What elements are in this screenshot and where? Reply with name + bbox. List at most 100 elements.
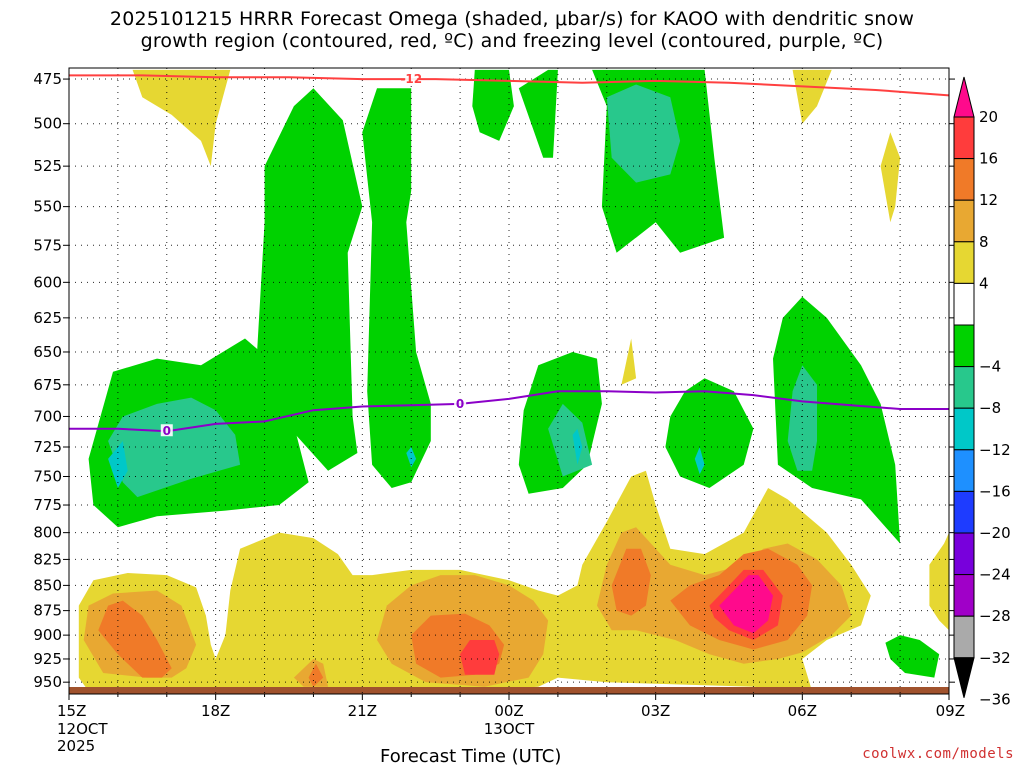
colorbar-bin-12: [953, 574, 975, 617]
omega-region-14: [929, 532, 949, 631]
y-tick-label-750: 750: [33, 467, 62, 485]
credit-text: coolwx.com/models: [862, 746, 1014, 762]
omega-region-16: [108, 397, 241, 498]
omega-region-3: [472, 69, 514, 141]
contour-label-bg-1-0: [160, 424, 173, 437]
omega-region-25: [406, 447, 417, 468]
x-tick-label-18Z: 18Z: [201, 702, 230, 720]
colorbar-label-7: −12: [979, 441, 1011, 459]
omega-region-28: [98, 600, 172, 678]
y-tick-label-925: 925: [33, 650, 62, 668]
contour-label-1-1: 0: [456, 397, 464, 411]
omega-region-8: [773, 296, 901, 544]
colorbar-bin-4: [953, 241, 975, 284]
y-tick-label-900: 900: [33, 626, 62, 644]
omega-shading-layer: [78, 69, 949, 692]
contour-label-0-0: -12: [400, 72, 422, 86]
colorbar-label-1: 16: [979, 150, 998, 168]
omega-region-1: [254, 88, 363, 471]
y-tick-label-475: 475: [33, 70, 62, 88]
colorbar-label-10: −24: [979, 566, 1011, 584]
colorbar-bin-13: [953, 615, 975, 659]
ground-surface-bar: [69, 687, 949, 694]
colorbar-label-11: −28: [979, 607, 1011, 625]
y-tick-label-700: 700: [33, 407, 62, 425]
contour-line-0: [69, 74, 949, 97]
y-tick-label-825: 825: [33, 550, 62, 568]
omega-region-19: [787, 365, 817, 471]
colorbar-bin-3: [953, 199, 975, 243]
y-tick-label-850: 850: [33, 576, 62, 594]
colorbar-bin-7: [953, 366, 975, 409]
omega-region-17: [606, 84, 681, 183]
contour-line-1: [69, 390, 949, 433]
colorbar-label-12: −32: [979, 649, 1011, 667]
colorbar-bin-5: [953, 282, 975, 326]
y-tick-label-800: 800: [33, 524, 62, 542]
omega-region-7: [665, 378, 754, 488]
y-tick-label-650: 650: [33, 343, 62, 361]
x-tick-sublabel-12OCT: 12OCT: [57, 720, 108, 738]
chart-title-line-2: growth region (contoured, red, ºC) and f…: [140, 30, 884, 52]
y-axis: 475 500 525 550 575 600 625 650 675 700 725 750 775 8…: [33, 70, 955, 691]
omega-region-9: [885, 635, 940, 678]
y-tick-label-950: 950: [33, 673, 62, 691]
omega-region-10: [132, 69, 231, 167]
omega-region-2: [362, 88, 431, 488]
y-tick-label-575: 575: [33, 236, 62, 254]
contour-label-bg-1-1: [454, 396, 467, 409]
colorbar-bin-11: [953, 532, 975, 576]
omega-region-26: [572, 428, 583, 465]
chart-title-line-1: 2025101215 HRRR Forecast Omega (shaded, …: [109, 8, 915, 30]
y-tick-label-550: 550: [33, 198, 62, 216]
omega-region-13: [621, 338, 637, 385]
omega-region-4: [518, 69, 558, 158]
y-tick-label-600: 600: [33, 273, 62, 291]
colorbar-bin-8: [953, 407, 975, 451]
gridlines: [69, 68, 949, 694]
colorbar-bin-6: [953, 324, 975, 368]
x-tick-label-15Z: 15Z: [57, 702, 86, 720]
contour-label-bg-0-0: [405, 72, 418, 85]
x-tick-sublabel-13OCT: 13OCT: [484, 720, 535, 738]
colorbar-label-9: −20: [979, 524, 1011, 542]
colorbar-arrow-bottom: [953, 657, 975, 698]
omega-region-29: [308, 663, 324, 687]
colorbar-bin-9: [953, 449, 975, 492]
colorbar-label-8: −16: [979, 482, 1011, 500]
colorbar-bin-2: [953, 158, 975, 201]
omega-region-33: [460, 640, 500, 675]
x-tick-label-21Z: 21Z: [348, 702, 377, 720]
y-tick-label-725: 725: [33, 438, 62, 456]
colorbar-label-6: −8: [979, 399, 1001, 417]
y-tick-label-875: 875: [33, 602, 62, 620]
chart-title: 2025101215 HRRR Forecast Omega (shaded, …: [0, 8, 1024, 52]
y-tick-label-625: 625: [33, 309, 62, 327]
x-tick-label-06Z: 06Z: [788, 702, 817, 720]
x-tick-label-00Z: 00Z: [494, 702, 523, 720]
omega-region-27: [694, 447, 705, 475]
omega-region-18: [548, 403, 593, 477]
x-tick-label-09Z: 09Z: [936, 702, 965, 720]
colorbar-bin-1: [953, 116, 975, 160]
colorbar: 20 16 12 8 4 −4 −8 −12 −16 −20 −24 −28 −32 −36: [953, 76, 1011, 708]
colorbar-label-0: 20: [979, 108, 998, 126]
x-tick-sublabel-2025: 2025: [57, 737, 95, 755]
colorbar-label-2: 12: [979, 191, 998, 209]
contour-label-1-0: 0: [163, 424, 171, 438]
colorbar-label-5: −4: [979, 358, 1001, 376]
omega-region-35: [719, 575, 773, 634]
colorbar-label-3: 8: [979, 233, 989, 251]
colorbar-label-4: 4: [979, 274, 989, 292]
y-tick-label-675: 675: [33, 376, 62, 394]
colorbar-arrow-top: [953, 76, 975, 118]
x-axis-label: Forecast Time (UTC): [380, 746, 562, 767]
colorbar-label-13: −36: [979, 690, 1011, 708]
y-tick-label-500: 500: [33, 115, 62, 133]
colorbar-bin-10: [953, 490, 975, 534]
contour-layer: -12 0 0: [69, 72, 949, 438]
y-tick-label-525: 525: [33, 157, 62, 175]
x-tick-label-03Z: 03Z: [641, 702, 670, 720]
